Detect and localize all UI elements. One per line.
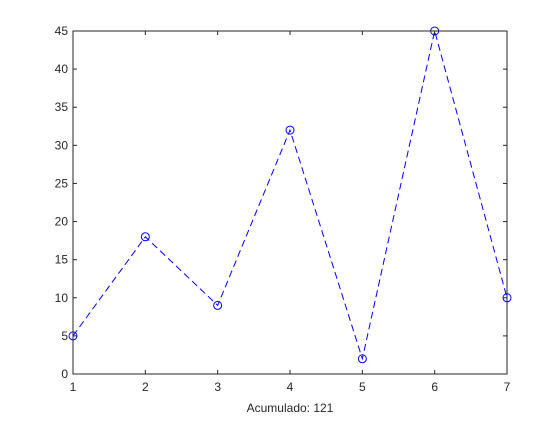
y-tick-label: 5 [61,329,68,343]
x-tick-label: 4 [287,380,294,394]
x-axis-label: Acumulado: 121 [247,401,334,415]
x-tick-label: 5 [359,380,366,394]
y-tick-label: 10 [55,291,69,305]
y-tick-label: 40 [55,62,69,76]
y-tick-label: 20 [55,215,69,229]
y-tick-label: 35 [55,100,69,114]
plot-area [73,31,507,374]
x-tick-label: 7 [504,380,511,394]
y-tick-label: 0 [61,367,68,381]
y-tick-label: 15 [55,253,69,267]
y-tick-label: 45 [55,24,69,38]
x-tick-label: 6 [431,380,438,394]
x-tick-label: 1 [70,380,77,394]
y-tick-label: 25 [55,176,69,190]
x-tick-label: 2 [142,380,149,394]
y-tick-label: 30 [55,138,69,152]
x-tick-label: 3 [214,380,221,394]
